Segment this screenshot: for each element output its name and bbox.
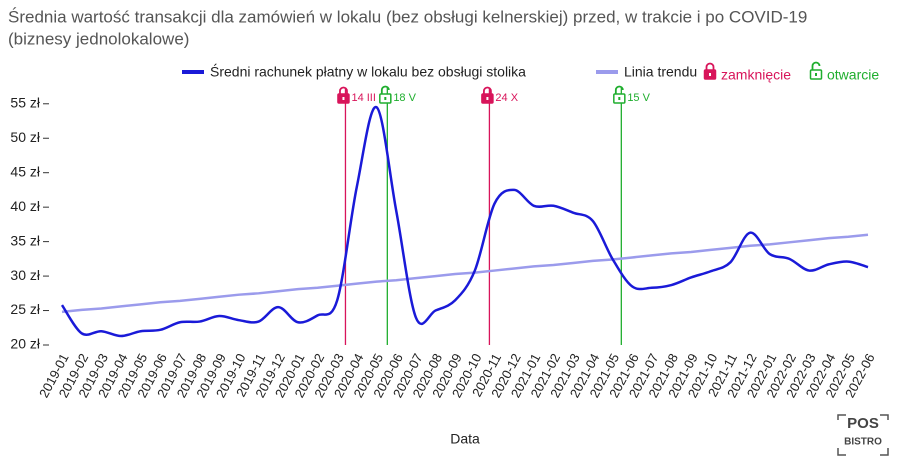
event-icon (337, 86, 350, 104)
legend-icon (703, 62, 717, 80)
lock-hole (486, 97, 489, 100)
lock-shackle (614, 85, 624, 94)
data-line (60, 105, 869, 338)
lock-hole (618, 97, 621, 100)
lock-shackle (339, 86, 348, 94)
y-tick-label: 40 zł (10, 198, 40, 214)
y-tick-label: 55 zł (10, 94, 40, 110)
logo: POS (847, 415, 879, 432)
y-tick-label: 35 zł (10, 232, 40, 248)
logo-frame (837, 414, 889, 456)
chart-title: Średnia wartość transakcji dla zamówień … (8, 7, 807, 26)
legend-swatch (596, 70, 618, 74)
event-label: 14 III (351, 92, 375, 104)
legend-label: Średni rachunek płatny w lokalu bez obsł… (210, 63, 526, 80)
event-icon (481, 86, 494, 104)
trend-line (61, 233, 869, 314)
y-tick-label: 20 zł (10, 336, 40, 352)
legend-swatch (182, 70, 204, 74)
y-tick-label: 50 zł (10, 129, 40, 145)
y-tick-label: 45 zł (10, 163, 40, 179)
legend-icon (809, 61, 823, 80)
lock-hole (342, 97, 345, 100)
event-icon (379, 85, 392, 104)
lock-hole (709, 73, 711, 76)
lock-hole (815, 73, 817, 76)
event-label: 15 V (627, 92, 650, 104)
event-label: 24 X (495, 92, 518, 104)
lock-shackle (483, 86, 492, 94)
y-tick-label: 30 zł (10, 267, 40, 283)
logo: BISTRO (844, 437, 882, 448)
y-tick-label: 25 zł (10, 301, 40, 317)
lock-shackle (705, 62, 715, 70)
lock-shackle (811, 61, 821, 70)
lock-hole (384, 97, 387, 100)
legend-label: Linia trendu (624, 64, 697, 80)
chart-subtitle: (biznesy jednolokalowe) (8, 29, 189, 48)
legend-label: zamknięcie (721, 67, 791, 83)
x-axis-label: Data (450, 431, 480, 447)
lock-shackle (380, 85, 390, 94)
legend-label: otwarcie (827, 67, 879, 83)
event-label: 18 V (393, 92, 416, 104)
event-icon (613, 85, 626, 104)
